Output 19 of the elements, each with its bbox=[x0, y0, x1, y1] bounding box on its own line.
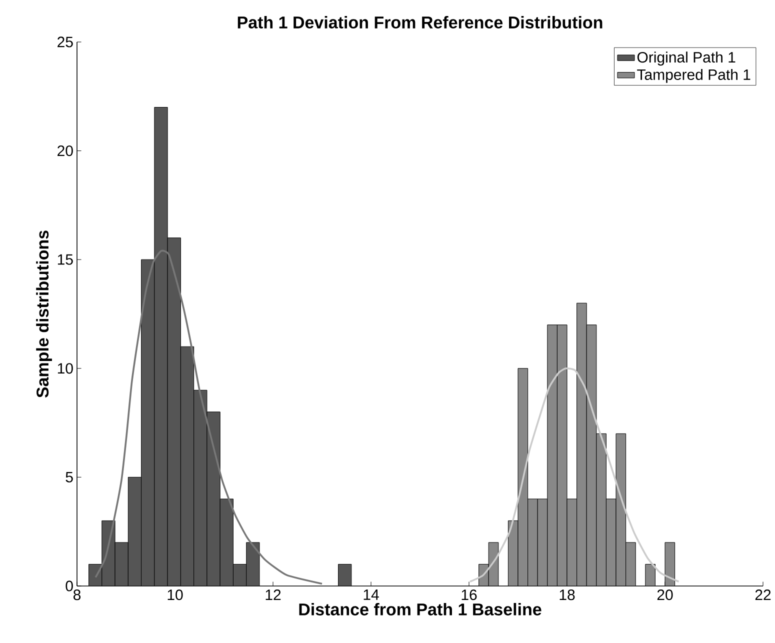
x-axis-title: Distance from Path 1 Baseline bbox=[299, 602, 542, 616]
x-tick-label: 10 bbox=[168, 590, 183, 600]
y-tick-label: 25 bbox=[58, 36, 73, 48]
legend-label: Tampered Path 1 bbox=[637, 68, 750, 83]
x-tick-label: 8 bbox=[73, 590, 81, 600]
y-tick-label: 5 bbox=[66, 472, 73, 482]
x-tick-label: 14 bbox=[364, 590, 379, 600]
y-axis-title: Sample distributions bbox=[36, 230, 52, 398]
y-tick-label: 20 bbox=[58, 145, 73, 156]
x-tick-label: 16 bbox=[462, 590, 477, 600]
x-tick-label: 12 bbox=[266, 590, 281, 600]
chart-title: Path 1 Deviation From Reference Distribution bbox=[238, 16, 602, 28]
y-tick-label: 10 bbox=[58, 363, 73, 374]
x-tick-label: 22 bbox=[755, 590, 771, 600]
x-tick-label: 20 bbox=[657, 590, 673, 600]
legend-label: Original Path 1 bbox=[637, 52, 736, 66]
x-tick-label: 18 bbox=[560, 590, 575, 600]
y-tick-label: 15 bbox=[58, 254, 73, 265]
y-tick-label: 0 bbox=[66, 580, 73, 592]
